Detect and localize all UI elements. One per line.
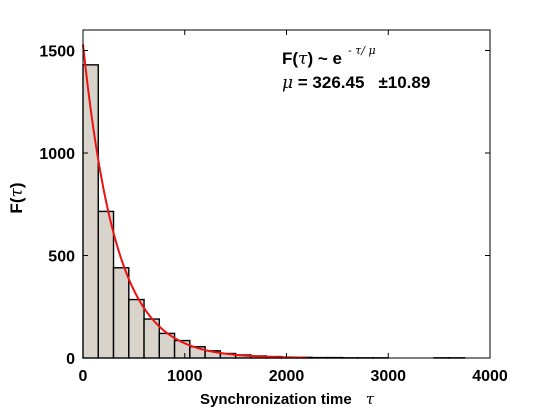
y-tick-label: 1000 <box>39 146 75 163</box>
mu-symbol: μ <box>282 73 293 93</box>
y-axis-label-symbol: τ <box>7 188 27 198</box>
y-tick-label: 1500 <box>39 44 75 61</box>
mu-value: = 326.45 <box>293 73 364 92</box>
y-tick-label: 0 <box>66 351 75 368</box>
x-axis-label-symbol: τ <box>366 390 375 408</box>
x-tick-label: 0 <box>79 368 88 385</box>
x-axis-label: Synchronization time τ <box>200 390 375 408</box>
mu-error: ±10.89 <box>378 73 430 92</box>
fit-parameter-annotation: μ = 326.45 ±10.89 <box>282 73 430 93</box>
x-tick-label: 3000 <box>370 368 406 385</box>
y-tick-label: 500 <box>48 249 75 266</box>
histogram-bar <box>128 298 145 359</box>
x-tick-label: 2000 <box>269 368 305 385</box>
histogram-bars <box>82 64 466 359</box>
x-tick-label: 4000 <box>472 368 508 385</box>
formula-prefix: F( <box>282 49 298 68</box>
histogram-bar <box>112 267 130 359</box>
x-tick-label: 1000 <box>167 368 203 385</box>
histogram-bar <box>97 210 115 359</box>
axis-ticks: 0 1000 2000 3000 4000 0 500 1000 1500 <box>39 30 508 385</box>
fit-formula-annotation: F(τ) ~ e - τ/ μ <box>282 44 376 69</box>
y-axis-label-close: ) <box>7 182 26 188</box>
formula-tau-symbol: τ <box>298 49 308 69</box>
x-axis-label-text: Synchronization time <box>200 391 352 408</box>
formula-mid: ) ~ e <box>307 49 342 68</box>
exponential-fit-line <box>82 44 307 359</box>
formula-exponent: - τ/ μ <box>348 44 376 57</box>
y-axis-label: F(τ) <box>7 182 27 213</box>
y-axis-label-text: F( <box>7 197 26 213</box>
